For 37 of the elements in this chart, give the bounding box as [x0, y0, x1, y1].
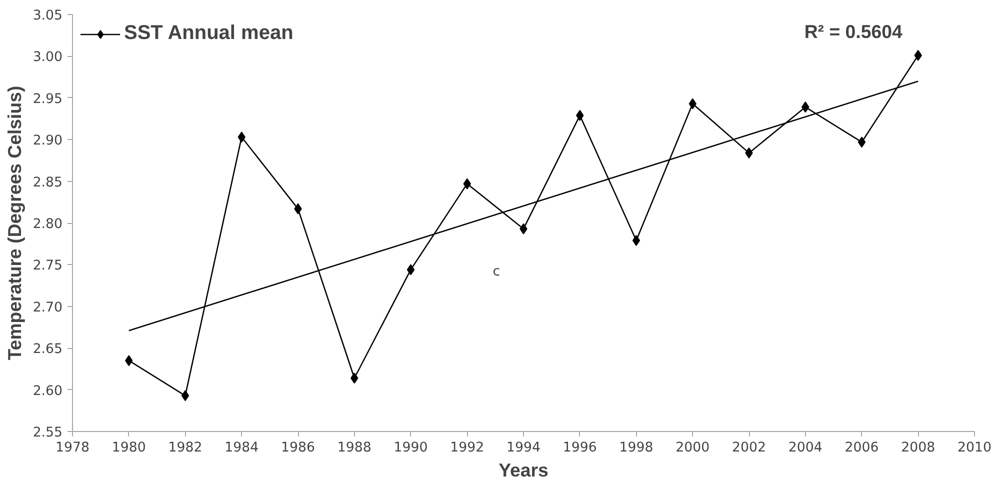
x-axis-title: Years	[498, 460, 548, 480]
y-tick-label: 2.80	[32, 217, 63, 232]
y-tick-label: 2.60	[32, 384, 63, 399]
y-tick-label: 2.85	[32, 175, 63, 190]
legend-label: SST Annual mean	[124, 22, 294, 45]
point	[858, 136, 866, 148]
point	[632, 235, 640, 246]
y-tick-label: 2.95	[32, 92, 63, 107]
annotation: c	[492, 264, 500, 280]
annotation: R² = 0.5604	[804, 20, 903, 42]
y-tick-label: 2.65	[32, 342, 63, 358]
x-tick-label: 1988	[337, 440, 372, 456]
point	[181, 390, 190, 402]
y-tick-label: 3.05	[32, 8, 63, 24]
x-tick-label: 1990	[394, 440, 428, 456]
x-tick-label: 2000	[676, 440, 710, 456]
x-tick-label: 1982	[168, 440, 202, 456]
y-tick-label: 2.55	[32, 426, 63, 440]
x-tick-label: 1998	[619, 440, 654, 456]
x-tick-label: 2002	[732, 440, 766, 456]
point	[406, 264, 415, 276]
x-tick-label: 1992	[450, 440, 484, 456]
y-tick-label: 2.70	[32, 300, 63, 316]
x-tick-label: 1994	[506, 440, 540, 456]
x-tick-label: 1978	[56, 440, 90, 456]
y-tick-label: 3.00	[32, 50, 63, 66]
x-tick-label: 2004	[788, 440, 822, 456]
x-tick-label: 1986	[281, 440, 315, 456]
x-tick-label: 2006	[844, 440, 879, 456]
y-tick-label: 2.90	[32, 134, 63, 149]
x-tick-label: 2008	[901, 440, 936, 456]
x-tick-label: 1984	[224, 440, 259, 456]
y-tick-label: 2.75	[32, 258, 63, 274]
x-tick-label: 2010	[958, 440, 992, 456]
x-tick-label: 1996	[562, 440, 597, 456]
y-axis-title: Temperature (Degrees Celsius)	[4, 86, 25, 360]
x-tick-label: 1980	[112, 440, 146, 456]
